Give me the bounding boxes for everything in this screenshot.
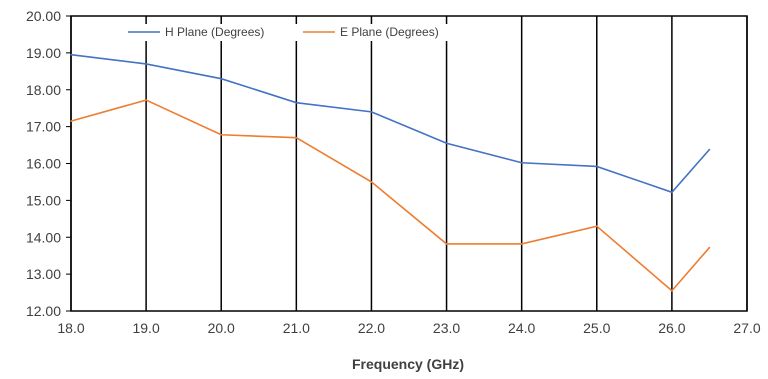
data-point xyxy=(145,99,147,101)
y-tick-label: 13.00 xyxy=(26,266,61,282)
legend-bg xyxy=(120,24,290,41)
data-point xyxy=(595,165,598,168)
data-point xyxy=(445,243,448,245)
x-tick-label: 20.0 xyxy=(208,320,235,336)
y-tick-label: 18.00 xyxy=(26,82,61,98)
data-point xyxy=(220,133,223,136)
legend-bg xyxy=(295,24,465,41)
data-point xyxy=(671,289,673,292)
legend-label: E Plane (Degrees) xyxy=(340,25,439,39)
series-line-1 xyxy=(70,99,711,292)
data-point xyxy=(370,111,373,113)
legend-label: H Plane (Degrees) xyxy=(165,25,264,39)
plot-area-border xyxy=(70,15,748,312)
data-point xyxy=(70,120,72,122)
x-tick-label: 26.0 xyxy=(658,320,685,336)
x-tick-label: 24.0 xyxy=(508,320,535,336)
data-point xyxy=(295,136,298,139)
data-point xyxy=(145,63,147,65)
x-tick-label: 23.0 xyxy=(433,320,460,336)
y-tick-label: 12.00 xyxy=(26,303,61,319)
x-tick-label: 25.0 xyxy=(583,320,610,336)
grid xyxy=(70,16,748,311)
y-tick-label: 20.00 xyxy=(26,8,61,24)
x-axis-title: Frequency (GHz) xyxy=(352,356,464,372)
data-point xyxy=(671,191,673,194)
x-tick-label: 27.0 xyxy=(733,320,760,336)
y-tick-label: 15.00 xyxy=(26,192,61,208)
data-point xyxy=(220,77,223,80)
legend: H Plane (Degrees) E Plane (Degrees) xyxy=(120,24,465,41)
data-point xyxy=(70,53,72,56)
x-tick-label: 22.0 xyxy=(358,320,385,336)
y-tick-label: 19.00 xyxy=(26,45,61,61)
y-tick-label: 16.00 xyxy=(26,156,61,172)
data-point xyxy=(595,225,598,227)
data-point xyxy=(708,148,711,151)
data-point xyxy=(520,161,523,164)
data-point xyxy=(295,101,298,104)
series-line-0 xyxy=(70,53,711,194)
y-tick-label: 17.00 xyxy=(26,119,61,135)
data-point xyxy=(370,181,373,183)
series-lines xyxy=(70,53,711,292)
y-tick-label: 14.00 xyxy=(26,229,61,245)
data-point xyxy=(708,246,711,249)
axes: 18.0 19.0 20.0 21.0 22.0 23.0 24.0 25.0 26.0 27.0… xyxy=(26,8,761,336)
x-tick-label: 19.0 xyxy=(132,320,159,336)
x-tick-label: 18.0 xyxy=(57,320,84,336)
data-point xyxy=(445,142,448,145)
x-tick-label: 21.0 xyxy=(283,320,310,336)
data-point xyxy=(520,243,523,245)
